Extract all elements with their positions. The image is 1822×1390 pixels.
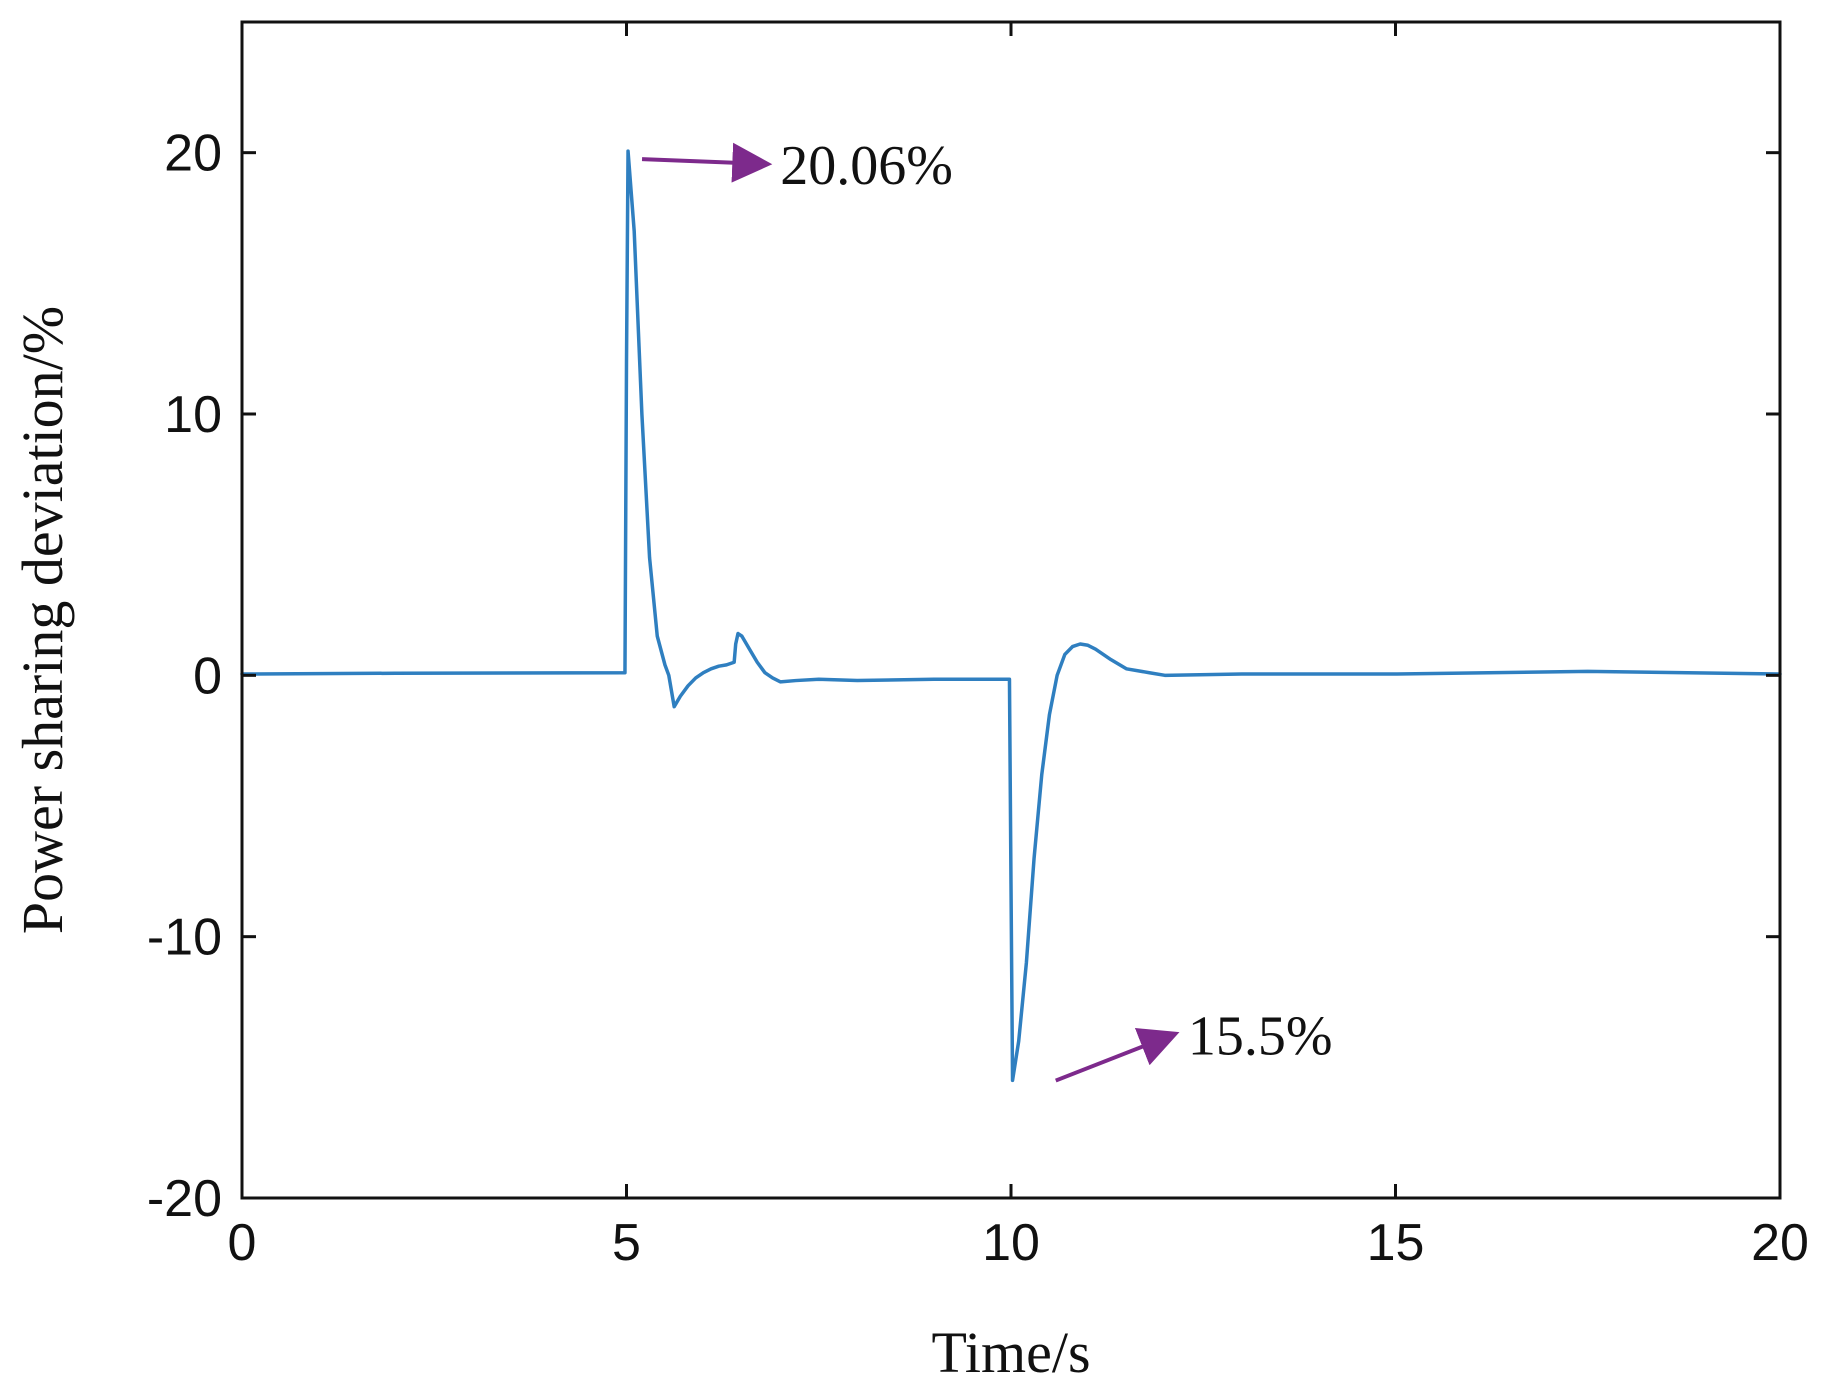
annotation-label: 20.06% <box>780 135 953 197</box>
y-axis-title: Power sharing deviation/% <box>10 306 75 934</box>
annotation-arrow <box>641 142 773 183</box>
annotations-layer: 20.06% 15.5% <box>641 135 1333 1083</box>
y-tick-label: 10 <box>164 386 222 444</box>
x-tick-label: 15 <box>1367 1214 1425 1272</box>
y-tick-label: 20 <box>164 125 222 183</box>
x-tick-label: 5 <box>612 1214 641 1272</box>
annotation-arrow <box>1055 1028 1180 1083</box>
series-line <box>240 149 1782 1083</box>
labels-layer: 0 5 10 15 20 -20 -10 0 10 20 <box>147 125 1809 1272</box>
x-axis-title: Time/s <box>931 1320 1090 1385</box>
y-tick-label: 0 <box>193 647 222 705</box>
annotation-label: 15.5% <box>1188 1005 1333 1067</box>
y-tick-label: -10 <box>147 909 222 967</box>
ticks-layer <box>240 22 1782 1200</box>
x-tick-label: 10 <box>982 1214 1040 1272</box>
x-tick-label: 0 <box>228 1214 257 1272</box>
y-tick-label: -20 <box>147 1170 222 1228</box>
x-tick-label: 20 <box>1751 1214 1809 1272</box>
